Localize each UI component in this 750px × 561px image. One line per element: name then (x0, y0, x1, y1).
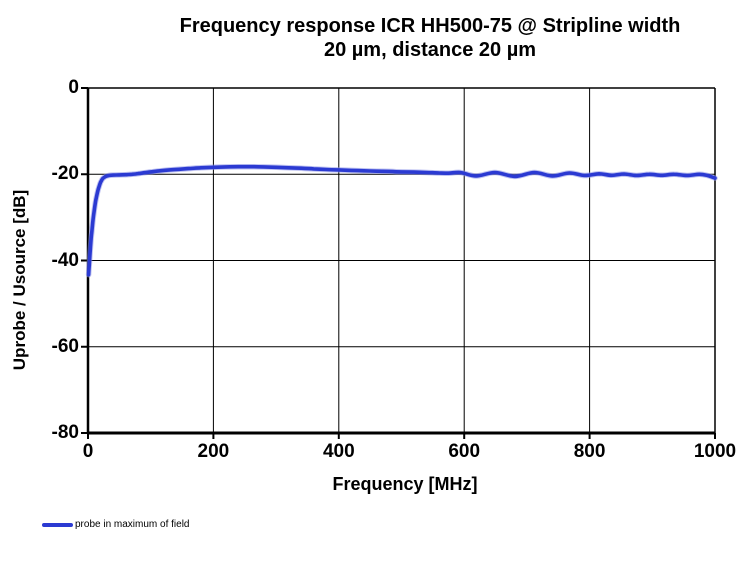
y-tick-label: -80 (51, 422, 79, 443)
x-tick-label: 600 (448, 441, 481, 462)
legend-item-label: probe in maximum of field (75, 519, 190, 530)
legend-line-swatch (42, 523, 73, 527)
x-tick-label: 1000 (693, 441, 737, 462)
y-tick-label: 0 (68, 77, 79, 98)
y-tick-label: -40 (51, 249, 79, 271)
chart-title: Frequency response ICR HH500-75 @ Stripl… (110, 14, 750, 62)
series-line (86, 164, 717, 277)
y-tick-label: -60 (51, 335, 79, 357)
y-tick-label: -20 (51, 163, 79, 185)
x-tick-label: 800 (573, 441, 606, 462)
series-line-glow (85, 163, 718, 278)
chart-title-line2: 20 µm, distance 20 µm (323, 39, 537, 61)
x-axis-title: Frequency [MHz] (332, 474, 478, 494)
x-tick-label: 0 (82, 441, 94, 462)
x-tick-label: 200 (197, 441, 230, 462)
legend: probe in maximum of field (42, 517, 190, 533)
chart-title-line1: Frequency response ICR HH500-75 @ Stripl… (179, 15, 681, 37)
x-tick-label: 400 (322, 441, 355, 462)
y-axis-title: Uprobe / Usource [dB] (10, 189, 29, 371)
